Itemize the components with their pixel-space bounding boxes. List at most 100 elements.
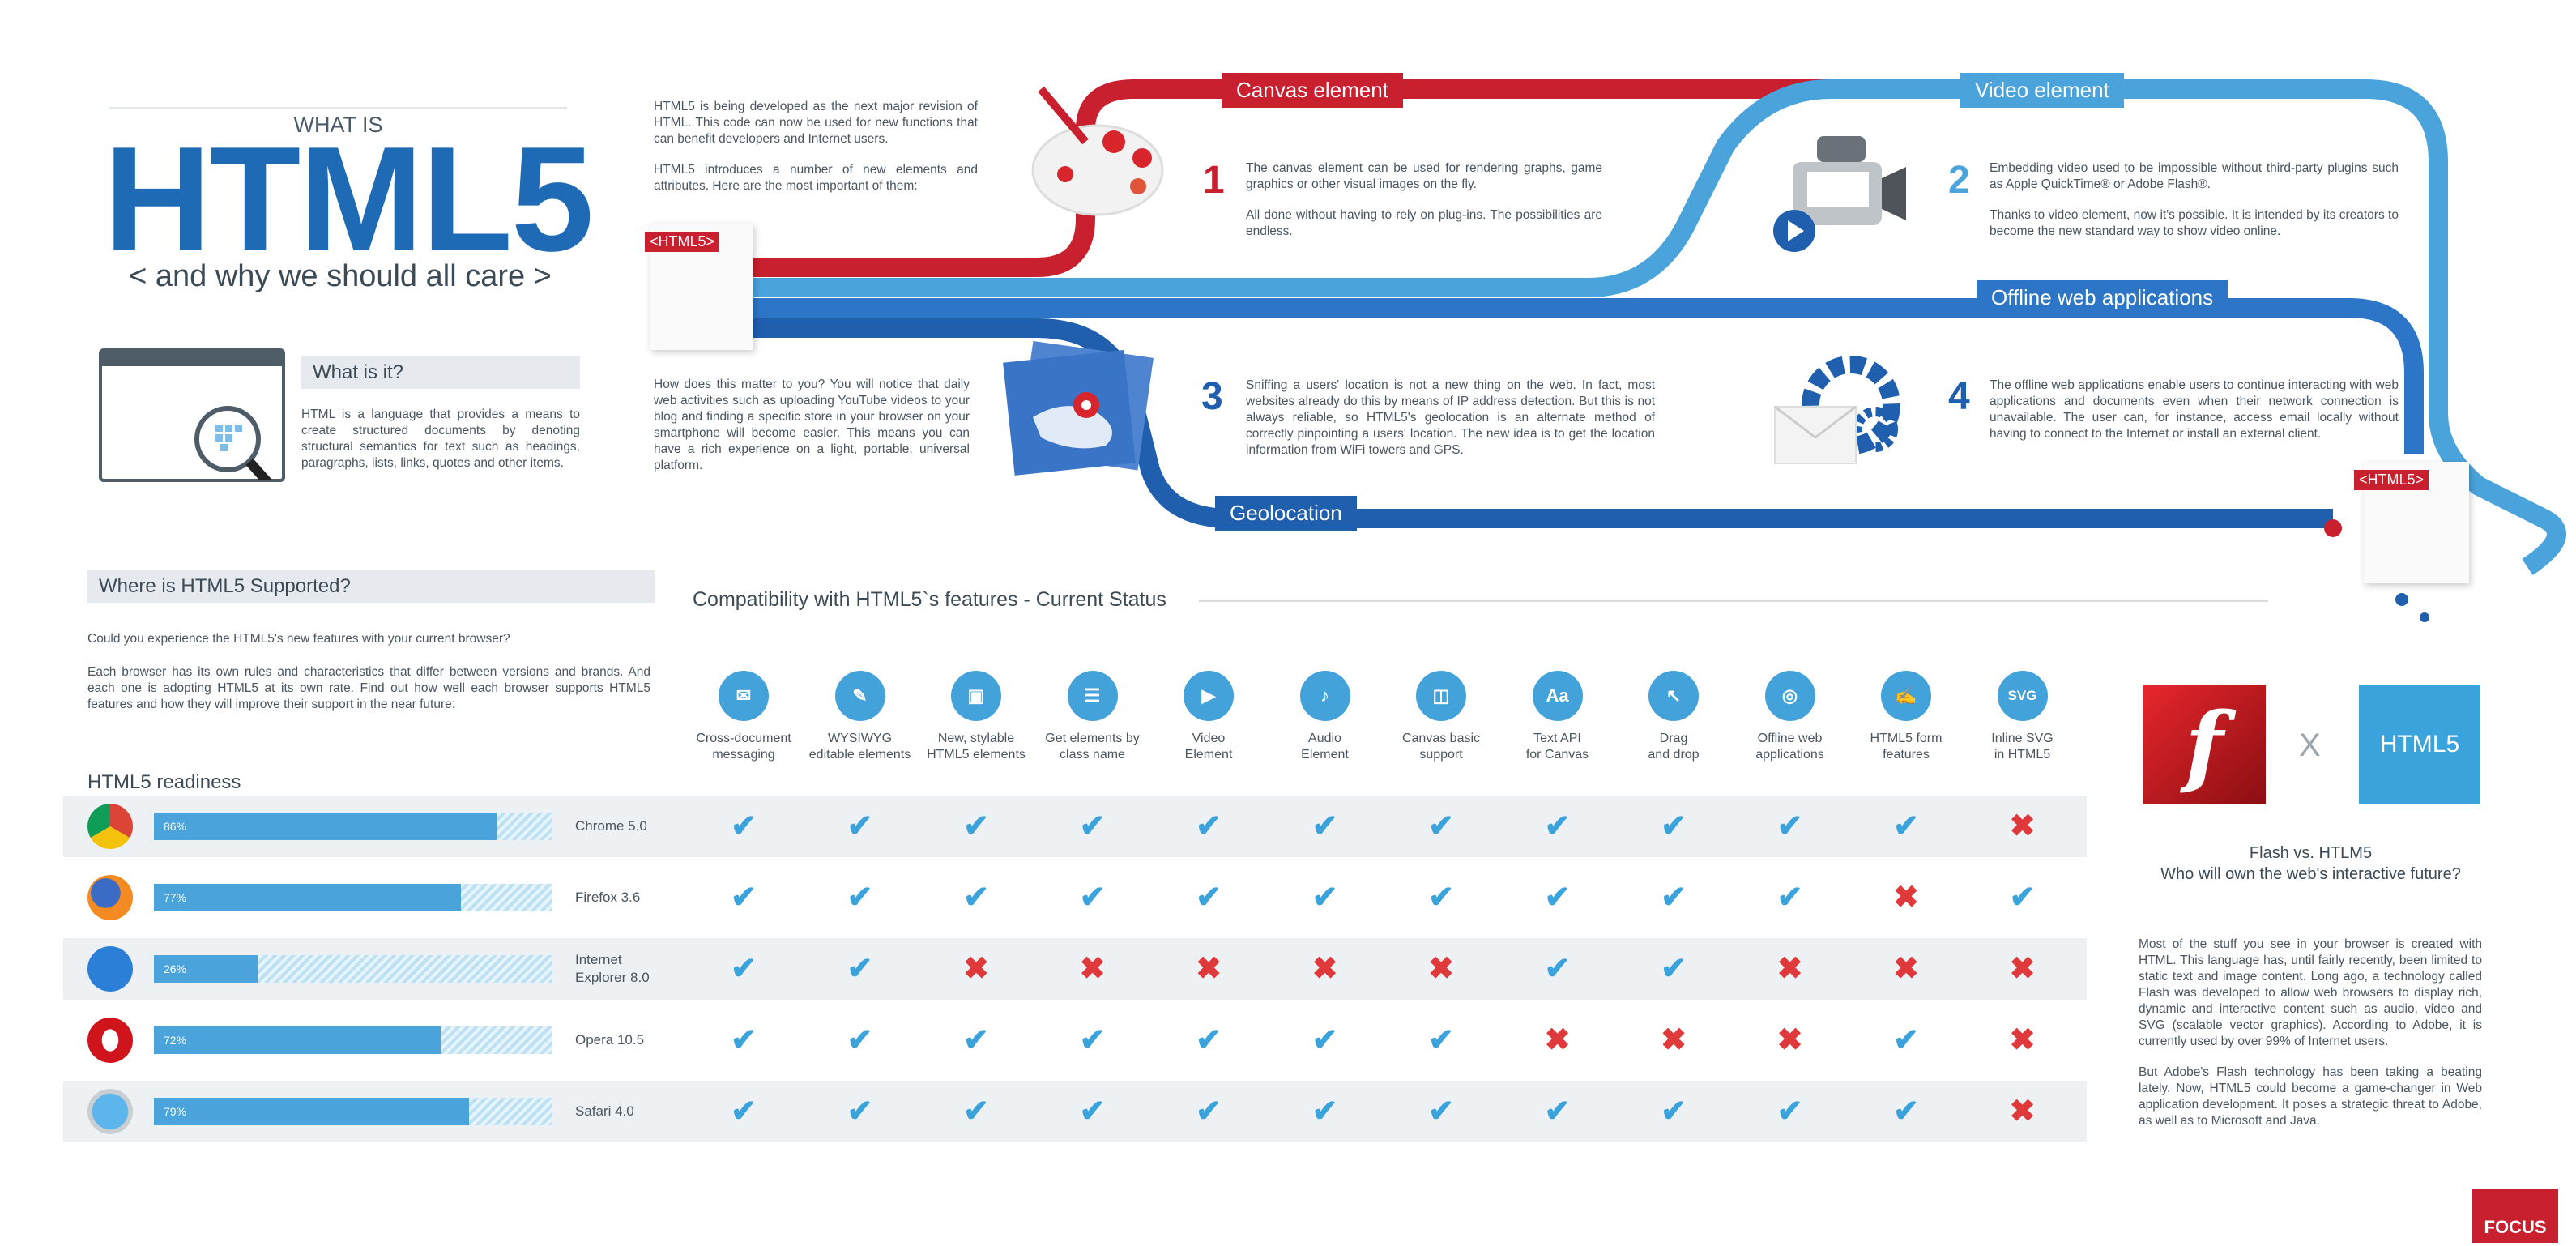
intro-text: HTML5 is being developed as the next maj… [654,99,978,209]
feature-label-line-2: applications [1755,748,1824,762]
check-icon: ✔ [1311,1095,1338,1129]
browser-name: Internet Explorer 8.0 [575,952,650,985]
check-icon: ✔ [1428,1095,1454,1129]
envelope-icon: ✉ [719,671,769,721]
html5-document-icon: <HTML5> [645,224,753,350]
check-icon: ✔ [1428,1023,1454,1057]
check-icon: ✔ [731,881,757,915]
video-description: Embedding video used to be impossible wi… [1990,160,2399,254]
feature-column-label: Offline web applications [1729,731,1851,763]
versus-x: X [2299,728,2321,763]
check-icon: ✔ [731,952,757,986]
check-icon: ✔ [1428,881,1454,915]
geolocation-road-sign: Geolocation [1215,496,1357,531]
html5-tag-label-right: <HTML5> [2354,470,2429,490]
cross-icon: ✖ [1893,952,1919,986]
feature-label-line-1: Inline SVG [1991,732,2054,745]
feature-label-line-1: Text API [1533,732,1581,745]
feature-column-label: Cross-document messaging [683,731,804,763]
browser-name: Opera 10.5 [575,1032,645,1048]
feature-label-line-2: Element [1301,748,1349,762]
browser-name: Firefox 3.6 [575,890,641,905]
check-icon: ✔ [847,952,873,986]
what-is-label: WHAT IS [109,107,567,138]
readiness-bar: 26% [154,955,552,983]
check-icon: ✔ [1544,809,1571,843]
cross-icon: ✖ [1428,952,1454,986]
check-icon: ✔ [731,809,757,843]
intro-paragraph-3: How does this matter to you? You will no… [654,378,970,472]
table-row: 77% Firefox 3.6 ✔ ✔ ✔ ✔ ✔ ✔ ✔ ✔ ✔ ✔ ✖ ✔ [63,867,2087,928]
feature-label-line-1: Cross-document [696,732,791,745]
feature-column-label: Text API for Canvas [1497,731,1619,763]
flash-logo-icon: f [2143,685,2266,804]
check-icon: ✔ [731,1023,757,1057]
feature-label-line-2: editable elements [808,748,911,762]
globe-icon: ◎ [1764,671,1815,721]
versus-paragraph-2: But Adobe's Flash technology has been ta… [2139,1065,2482,1128]
readiness-percent: 72% [164,1034,187,1047]
svg-icon: SVG [1997,671,2048,721]
readiness-percent: 86% [164,820,187,833]
cross-icon: ✖ [1311,952,1338,986]
offline-road-sign: Offline web applications [1977,280,2228,315]
check-icon: ✔ [1079,881,1106,915]
feature-column-label: Drag and drop [1613,731,1734,763]
check-icon: ✔ [1776,881,1803,915]
feature-2-number: 2 [1948,159,1970,202]
feature-column-label: HTML5 form features [1845,731,1967,763]
feature-label-line-2: Element [1184,748,1233,762]
versus-paragraph-1: Most of the stuff you see in your browse… [2139,937,2482,1048]
check-icon: ✔ [1661,881,1687,915]
canvas-road-sign: Canvas element [1222,73,1403,108]
browser-name: Safari 4.0 [575,1103,634,1119]
feature-column-label: New, stylable HTML5 elements [915,731,1037,763]
browser-magnifier-illustration [99,348,285,482]
cursor-icon: ↖ [1648,671,1699,721]
table-row: 86% Chrome 5.0 ✔ ✔ ✔ ✔ ✔ ✔ ✔ ✔ ✔ ✔ ✔ ✖ [63,796,2087,857]
check-icon: ✔ [1893,1023,1919,1057]
video-title: Video element [1975,78,2109,102]
check-icon: ✔ [847,1023,873,1057]
check-icon: ✔ [847,1095,873,1129]
feature-label-line-1: Get elements by [1045,732,1140,745]
check-icon: ✔ [963,1095,989,1129]
readiness-bar: 86% [154,813,552,840]
readiness-percent: 26% [164,962,187,975]
cross-icon: ✖ [1893,881,1919,915]
feature-column-label: Video Element [1148,731,1269,763]
gear-envelope-icon [1770,348,1908,474]
readiness-bar-fill: 26% [154,955,258,983]
feature-label-line-1: WYSIWYG [827,732,893,745]
page-title: HTML5 [104,115,594,282]
versus-title: Flash vs. HTLM5 Who will own the web's i… [2106,843,2515,885]
supported-heading: Where is HTML5 Supported? [87,570,655,603]
text-icon: Aa [1532,671,1583,721]
check-icon: ✔ [963,881,989,915]
check-icon: ✔ [1196,1023,1222,1057]
feature-label-line-2: in HTML5 [1994,748,2051,762]
feature-label-line-1: Canvas basic [1401,732,1481,745]
feature-label-line-1: Video [1192,732,1226,745]
firefox-logo-icon [87,875,133,920]
table-row: 79% Safari 4.0 ✔ ✔ ✔ ✔ ✔ ✔ ✔ ✔ ✔ ✔ ✔ ✖ [63,1081,2087,1142]
geolocation-title: Geolocation [1230,501,1342,525]
check-icon: ✔ [1196,881,1222,915]
check-icon: ✔ [2009,881,2036,915]
feature-label-line-2: HTML5 elements [927,748,1026,762]
feature-label-line-1: Offline web [1757,732,1823,745]
opera-logo-icon [87,1018,133,1063]
check-icon: ✔ [1661,809,1687,843]
check-icon: ✔ [1311,809,1338,843]
speaker-icon: ♪ [1299,671,1350,721]
focus-logo: FOCUS [2472,1189,2558,1243]
cross-icon: ✖ [2009,1095,2036,1129]
geolocation-description: Sniffing a users' location is not a new … [1246,378,1655,457]
cross-icon: ✖ [1776,952,1803,986]
cross-icon: ✖ [1196,952,1222,986]
feature-label-line-2: for Canvas [1525,748,1589,762]
cross-icon: ✖ [1079,952,1106,986]
check-icon: ✔ [1196,809,1222,843]
check-icon: ✔ [1079,1023,1106,1057]
browser-name: Chrome 5.0 [575,818,647,834]
